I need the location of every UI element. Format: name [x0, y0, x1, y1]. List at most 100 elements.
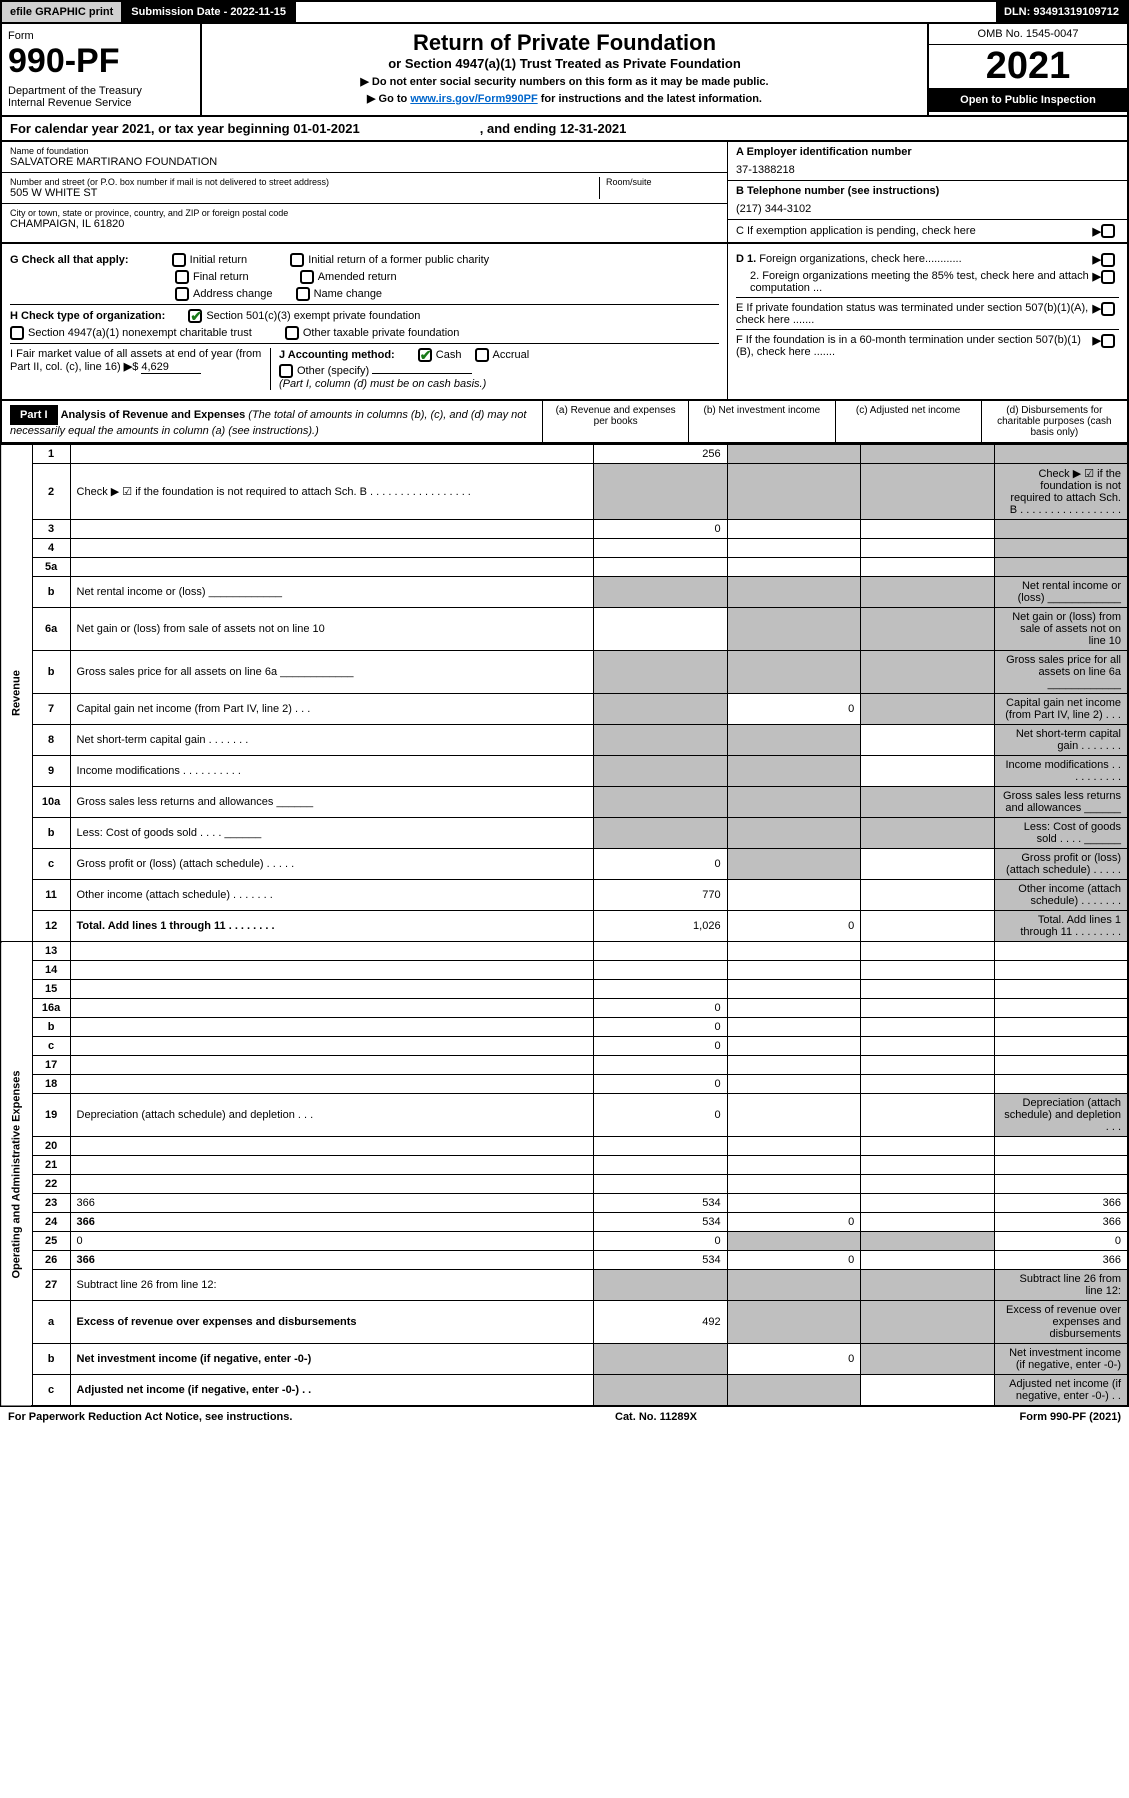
- line-number: 9: [32, 756, 70, 787]
- col-a-value: 1,026: [593, 911, 727, 942]
- col-d-value: [994, 1137, 1128, 1156]
- col-b-value: [727, 980, 861, 999]
- line-description: [70, 1056, 593, 1075]
- g-initial-checkbox[interactable]: [172, 253, 186, 267]
- d2-checkbox[interactable]: [1101, 270, 1115, 284]
- col-d-value: Capital gain net income (from Part IV, l…: [994, 694, 1128, 725]
- col-a-value: 0: [593, 1075, 727, 1094]
- table-row: 14: [1, 961, 1128, 980]
- line-number: b: [32, 1018, 70, 1037]
- line-description: [70, 1018, 593, 1037]
- col-a-value: [593, 1270, 727, 1301]
- col-b-value: [727, 1137, 861, 1156]
- g-initial-pub-checkbox[interactable]: [290, 253, 304, 267]
- line-number: 1: [32, 445, 70, 464]
- col-a-value: [593, 980, 727, 999]
- table-row: cAdjusted net income (if negative, enter…: [1, 1375, 1128, 1407]
- city-state-zip: CHAMPAIGN, IL 61820: [10, 218, 719, 230]
- line-number: 18: [32, 1075, 70, 1094]
- col-d-value: [994, 1175, 1128, 1194]
- col-d-value: [994, 520, 1128, 539]
- j-cash-checkbox[interactable]: [418, 348, 432, 362]
- table-row: 18 0: [1, 1075, 1128, 1094]
- line-description: Net short-term capital gain . . . . . . …: [70, 725, 593, 756]
- col-d-value: [994, 1056, 1128, 1075]
- line-number: 4: [32, 539, 70, 558]
- j-other-checkbox[interactable]: [279, 364, 293, 378]
- table-row: aExcess of revenue over expenses and dis…: [1, 1301, 1128, 1344]
- h-501-checkbox[interactable]: [188, 309, 202, 323]
- revenue-section-label: Revenue: [1, 445, 32, 942]
- line-description: Gross sales price for all assets on line…: [70, 651, 593, 694]
- instr-1: ▶ Do not enter social security numbers o…: [212, 75, 917, 88]
- table-row: 10a Gross sales less returns and allowanc…: [1, 787, 1128, 818]
- table-row: 2Check ▶ ☑ if the foundation is not requ…: [1, 464, 1128, 520]
- d1-checkbox[interactable]: [1101, 253, 1115, 267]
- line-description: [70, 980, 593, 999]
- table-row: bGross sales price for all assets on lin…: [1, 651, 1128, 694]
- table-row: 16a0: [1, 999, 1128, 1018]
- table-row: bNet rental income or (loss) ___________…: [1, 577, 1128, 608]
- table-row: 6aNet gain or (loss) from sale of assets…: [1, 608, 1128, 651]
- line-number: 7: [32, 694, 70, 725]
- table-row: c0: [1, 1037, 1128, 1056]
- calendar-year-row: For calendar year 2021, or tax year begi…: [0, 117, 1129, 142]
- col-c-value: [861, 1175, 995, 1194]
- col-a-value: [593, 558, 727, 577]
- h-other-checkbox[interactable]: [285, 326, 299, 340]
- form-header: Form 990-PF Department of the Treasury I…: [0, 24, 1129, 117]
- h-4947-checkbox[interactable]: [10, 326, 24, 340]
- table-row: 17: [1, 1056, 1128, 1075]
- e-checkbox[interactable]: [1101, 302, 1115, 316]
- col-a-value: 534: [593, 1213, 727, 1232]
- line-number: 24: [32, 1213, 70, 1232]
- g-addr-checkbox[interactable]: [175, 287, 189, 301]
- instructions-link[interactable]: www.irs.gov/Form990PF: [410, 93, 537, 105]
- line-number: c: [32, 1037, 70, 1056]
- col-d-value: Net rental income or (loss) ____________: [994, 577, 1128, 608]
- col-b-value: [727, 608, 861, 651]
- g-name-checkbox[interactable]: [296, 287, 310, 301]
- col-b-value: [727, 539, 861, 558]
- col-d-value: Depreciation (attach schedule) and deple…: [994, 1094, 1128, 1137]
- col-c-value: [861, 520, 995, 539]
- line-number: 8: [32, 725, 70, 756]
- col-d-value: Other income (attach schedule) . . . . .…: [994, 880, 1128, 911]
- line-number: 3: [32, 520, 70, 539]
- col-c-value: [861, 651, 995, 694]
- col-b-value: [727, 725, 861, 756]
- line-description: Total. Add lines 1 through 11 . . . . . …: [70, 911, 593, 942]
- g-amended-checkbox[interactable]: [300, 270, 314, 284]
- phone: (217) 344-3102: [736, 203, 1119, 215]
- line-number: 10a: [32, 787, 70, 818]
- c-checkbox[interactable]: [1101, 224, 1115, 238]
- col-d-value: Gross sales less returns and allowances …: [994, 787, 1128, 818]
- addr-label: Number and street (or P.O. box number if…: [10, 177, 599, 187]
- line-number: 26: [32, 1251, 70, 1270]
- col-c-value: [861, 694, 995, 725]
- col-c-value: [861, 999, 995, 1018]
- j-accrual-checkbox[interactable]: [475, 348, 489, 362]
- table-row: 21: [1, 1156, 1128, 1175]
- table-row: bNet investment income (if negative, ent…: [1, 1344, 1128, 1375]
- table-row: 22: [1, 1175, 1128, 1194]
- line-description: [70, 942, 593, 961]
- f-checkbox[interactable]: [1101, 334, 1115, 348]
- line-description: Net investment income (if negative, ente…: [70, 1344, 593, 1375]
- col-d-value: [994, 980, 1128, 999]
- col-a-value: [593, 787, 727, 818]
- col-c-value: [861, 1251, 995, 1270]
- col-b-header: (b) Net investment income: [688, 401, 834, 442]
- table-row: 9Income modifications . . . . . . . . . …: [1, 756, 1128, 787]
- col-a-value: [593, 961, 727, 980]
- col-c-value: [861, 1301, 995, 1344]
- part1-label: Part I: [10, 405, 58, 425]
- line-number: 19: [32, 1094, 70, 1137]
- col-b-value: [727, 558, 861, 577]
- col-c-value: [861, 880, 995, 911]
- col-a-value: [593, 818, 727, 849]
- line-description: [70, 1156, 593, 1175]
- col-b-value: [727, 1094, 861, 1137]
- g-final-checkbox[interactable]: [175, 270, 189, 284]
- col-d-value: Gross sales price for all assets on line…: [994, 651, 1128, 694]
